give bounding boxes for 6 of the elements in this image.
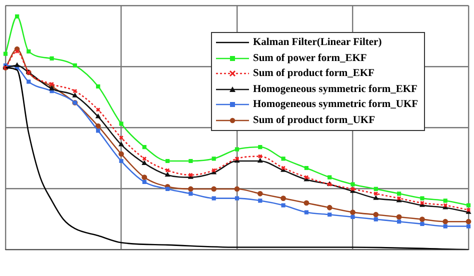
legend-label: Homogeneous symmetric form_UKF bbox=[253, 98, 418, 112]
legend-label: Kalman Filter(Linear Filter) bbox=[253, 36, 382, 50]
legend-label: Sum of product form_EKF bbox=[253, 67, 374, 81]
legend-label: Homogeneous symmetric form_EKF bbox=[253, 82, 418, 96]
legend-label: Sum of product form_UKF bbox=[253, 114, 376, 128]
legend-label: Sum of power form_EKF bbox=[253, 52, 367, 66]
